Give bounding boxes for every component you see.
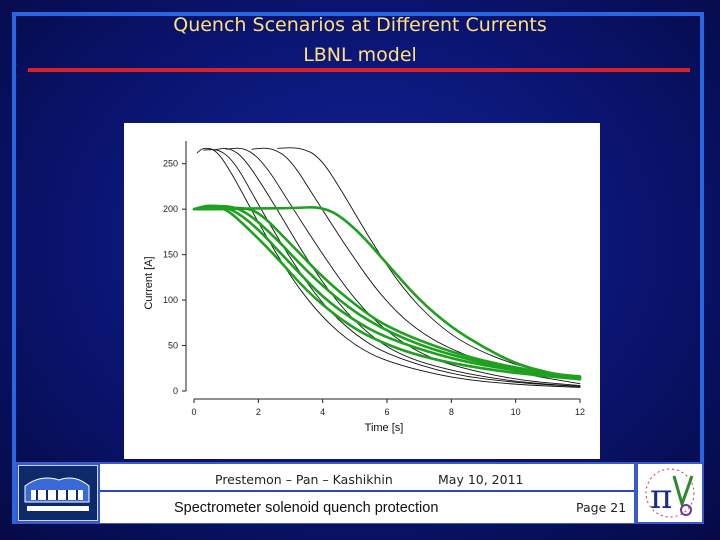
x-tick-label: 8 [449, 407, 454, 417]
series-line-green-5 [192, 206, 582, 380]
mice-logo: π [638, 464, 702, 522]
series-line-black-3 [212, 148, 581, 387]
chart-series [192, 147, 582, 388]
footer-subject: Spectrometer solenoid quench protection [174, 500, 439, 516]
footer-info-panel [100, 464, 634, 523]
berkeley-lab-logo [18, 465, 98, 521]
title-underline [28, 68, 690, 72]
series-line-green-2 [199, 204, 582, 379]
series-line-black-6 [277, 147, 581, 381]
x-tick-label: 0 [191, 407, 196, 417]
page-number: Page 21 [576, 500, 627, 515]
x-axis-label: Time [s] [365, 422, 404, 434]
y-tick-label: 150 [163, 250, 178, 260]
y-axis-label: Current [A] [143, 256, 155, 309]
footer-authors: Prestemon – Pan – Kashikhin [215, 472, 393, 487]
x-tick-label: 2 [256, 407, 261, 417]
x-tick-label: 4 [320, 407, 325, 417]
series-line-black-1 [196, 147, 581, 388]
chart-axes: 0 2 4 6 8 10 12 0 50 100 150 200 250 [163, 141, 585, 417]
svg-text:π: π [650, 477, 672, 517]
mice-logo-mark: π [645, 468, 695, 518]
y-tick-label: 200 [163, 204, 178, 214]
quench-current-chart: 0 2 4 6 8 10 12 0 50 100 150 200 250 Time [s] Curren… [143, 141, 585, 434]
footer-date: May 10, 2011 [438, 472, 524, 487]
slide-title: Quench Scenarios at Different Currents [173, 14, 547, 36]
x-tick-label: 12 [575, 407, 585, 417]
y-tick-label: 100 [163, 295, 178, 305]
x-tick-label: 10 [511, 407, 521, 417]
series-line-green-4 [218, 206, 582, 379]
y-tick-label: 250 [163, 159, 178, 169]
y-tick-label: 50 [168, 341, 178, 351]
slide-subtitle: LBNL model [303, 44, 417, 66]
footer-divider [100, 490, 634, 492]
chart-panel: 0 2 4 6 8 10 12 0 50 100 150 200 250 Time [s] Curren… [124, 123, 600, 459]
y-tick-label: 0 [173, 386, 178, 396]
berkeley-lab-logo-mark [24, 477, 90, 511]
series-line-black-4 [225, 147, 581, 386]
x-tick-label: 6 [384, 407, 389, 417]
